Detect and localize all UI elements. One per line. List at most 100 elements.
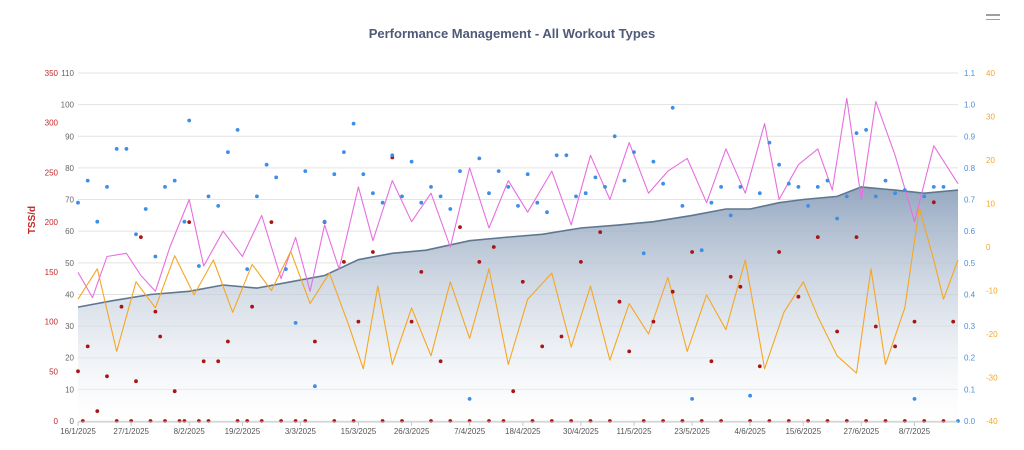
if-point bbox=[226, 150, 230, 155]
if-point bbox=[873, 194, 878, 199]
tss-point bbox=[201, 359, 206, 364]
tss-point bbox=[95, 409, 100, 413]
if-point bbox=[603, 185, 607, 189]
if-point bbox=[738, 185, 743, 189]
if-point bbox=[574, 194, 578, 199]
if-tick-label: 0.3 bbox=[964, 322, 976, 331]
ctl-tick-label: 30 bbox=[65, 322, 74, 331]
tss-point bbox=[105, 374, 109, 379]
if-point bbox=[535, 200, 540, 205]
if-point bbox=[864, 127, 868, 132]
if-point bbox=[641, 251, 646, 256]
if-point bbox=[197, 264, 201, 268]
x-tick-label: 11/5/2025 bbox=[617, 427, 653, 436]
menu-icon[interactable] bbox=[986, 14, 1000, 26]
tss-point bbox=[356, 319, 361, 324]
ctl-tick-label: 70 bbox=[65, 196, 74, 205]
tss-point bbox=[187, 220, 192, 225]
if-point bbox=[690, 397, 694, 401]
if-point bbox=[400, 194, 404, 199]
if-tick-label: 0.2 bbox=[964, 354, 976, 363]
tss-point bbox=[598, 230, 603, 235]
tss-point bbox=[951, 319, 956, 324]
if-point bbox=[153, 254, 158, 259]
if-point bbox=[467, 397, 472, 401]
tss-point bbox=[85, 344, 90, 349]
if-tick-label: 1.0 bbox=[964, 101, 976, 110]
if-point bbox=[525, 172, 530, 177]
tss-tick-label: 0 bbox=[54, 417, 59, 426]
ctl-area bbox=[78, 186, 958, 421]
if-point bbox=[786, 181, 791, 186]
if-point bbox=[274, 175, 279, 180]
tss-tick-label: 100 bbox=[45, 318, 59, 327]
if-point bbox=[661, 181, 665, 186]
if-point bbox=[806, 204, 810, 208]
tss-point bbox=[216, 359, 221, 364]
tsb-tick-label: 30 bbox=[986, 113, 995, 122]
if-tick-label: 1.1 bbox=[964, 69, 976, 78]
if-point bbox=[632, 150, 636, 155]
if-point bbox=[255, 194, 259, 199]
if-tick-label: 0.7 bbox=[964, 196, 976, 205]
if-point bbox=[902, 188, 907, 193]
tss-point bbox=[579, 260, 583, 264]
tss-point bbox=[815, 235, 820, 240]
if-point bbox=[182, 219, 187, 224]
tss-point bbox=[651, 319, 656, 324]
tss-point bbox=[912, 319, 917, 324]
x-tick-label: 18/4/2025 bbox=[505, 427, 541, 436]
if-point bbox=[941, 185, 946, 189]
tsb-tick-label: -30 bbox=[986, 374, 998, 383]
if-point bbox=[313, 384, 317, 389]
if-point bbox=[124, 147, 129, 151]
tss-tick-label: 50 bbox=[49, 367, 58, 376]
ctl-tick-label: 60 bbox=[65, 227, 74, 236]
x-tick-label: 30/4/2025 bbox=[563, 427, 599, 436]
if-point bbox=[342, 150, 346, 155]
if-point bbox=[351, 121, 356, 126]
if-point bbox=[293, 321, 298, 325]
tss-point bbox=[931, 200, 936, 205]
if-point bbox=[361, 172, 366, 177]
tss-point bbox=[76, 369, 80, 374]
ctl-area-layer bbox=[77, 186, 959, 421]
tss-point bbox=[250, 304, 255, 309]
if-point bbox=[719, 185, 723, 189]
if-point bbox=[757, 191, 762, 196]
if-point bbox=[883, 178, 888, 183]
if-point bbox=[458, 169, 462, 174]
if-point bbox=[105, 185, 109, 189]
tss-point bbox=[438, 359, 443, 364]
if-point bbox=[235, 127, 240, 132]
if-point bbox=[825, 178, 830, 183]
if-point bbox=[477, 156, 482, 161]
if-point bbox=[419, 200, 424, 205]
tss-point bbox=[627, 349, 632, 354]
if-point bbox=[777, 162, 781, 167]
if-point bbox=[206, 194, 211, 199]
if-point bbox=[216, 204, 221, 208]
if-point bbox=[815, 185, 820, 189]
tss-point bbox=[409, 319, 414, 324]
if-point bbox=[912, 397, 917, 401]
tss-point bbox=[511, 389, 516, 394]
tss-point bbox=[893, 344, 897, 349]
if-point bbox=[114, 147, 119, 151]
x-tick-label: 8/7/2025 bbox=[899, 427, 931, 436]
x-tick-label: 15/3/2025 bbox=[341, 427, 377, 436]
if-point bbox=[767, 140, 772, 145]
tss-point bbox=[419, 270, 424, 274]
if-tick-label: 0.9 bbox=[964, 132, 976, 141]
if-point bbox=[187, 118, 192, 123]
ctl-tick-label: 0 bbox=[70, 417, 75, 426]
if-point bbox=[564, 153, 569, 158]
ctl-tick-label: 20 bbox=[65, 354, 74, 363]
if-tick-label: 0.4 bbox=[964, 290, 976, 299]
ctl-tick-label: 40 bbox=[65, 290, 74, 299]
line-layer bbox=[77, 97, 959, 374]
tsb-tick-label: -40 bbox=[986, 417, 998, 426]
if-point bbox=[922, 194, 927, 199]
if-point bbox=[438, 194, 443, 199]
